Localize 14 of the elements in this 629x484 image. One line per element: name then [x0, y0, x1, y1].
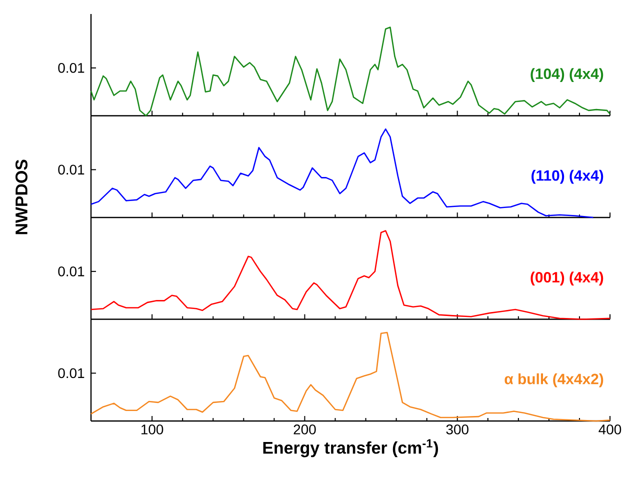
series-label: α bulk (4x4x2) [504, 373, 604, 388]
x-tick-label: 200 [294, 424, 316, 434]
x-tick-label: 400 [598, 424, 622, 434]
series-label: (110) (4x4) [532, 170, 604, 184]
series-label: (104) (4x4) [530, 68, 604, 82]
y-axis-title: NWPDOS [15, 160, 28, 234]
x-tick-label: 300 [446, 424, 468, 434]
x-axis-title: Energy transfer (cm$^{-1}$) [263, 439, 438, 458]
text: 0.01 [58, 368, 84, 378]
text: 0.01 [58, 62, 84, 73]
series-label: (001) (4x4) [530, 272, 604, 286]
text: 0.01 [58, 266, 84, 276]
text: 0.01 [58, 164, 84, 175]
x-tick-label: 100 [141, 424, 164, 434]
